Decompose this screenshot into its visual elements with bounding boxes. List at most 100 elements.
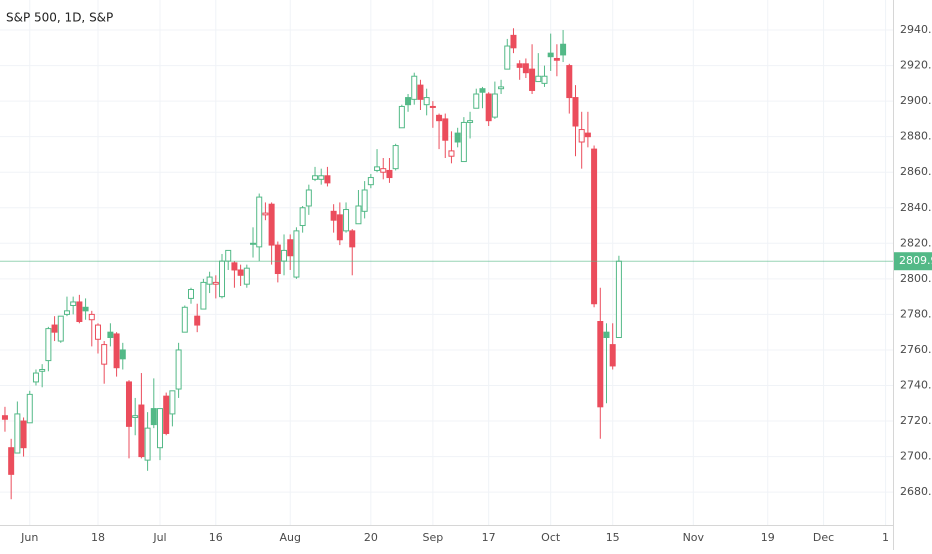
candle-body [479, 88, 486, 93]
candle-body [584, 132, 591, 138]
y-tick-label: 2860.00 [900, 165, 932, 178]
candle-body [101, 344, 108, 365]
candle-body [281, 249, 288, 262]
candle-body [256, 196, 263, 248]
x-tick-label: 18 [91, 531, 105, 544]
candle-body [206, 276, 213, 285]
candle-body [188, 289, 195, 299]
candle-body [119, 349, 126, 360]
candle-body [355, 205, 362, 225]
candle-body [405, 97, 412, 106]
candle-body [150, 408, 157, 426]
candle-body [448, 150, 455, 157]
candle-body [169, 390, 176, 415]
candle-body [423, 97, 430, 106]
candle-body [436, 114, 443, 122]
candle-body [566, 65, 573, 99]
candle-body [324, 175, 331, 184]
last-price-label: 2809.92 [899, 254, 932, 267]
x-tick-label: Oct [541, 531, 561, 544]
y-tick-label: 2900.00 [900, 94, 932, 107]
x-tick-label: 1 [882, 531, 889, 544]
candle-body [398, 105, 405, 129]
candle-body [88, 313, 95, 321]
candle-body [343, 209, 350, 232]
candle-body [485, 93, 492, 122]
candle-body [498, 86, 505, 90]
candle-body [70, 301, 77, 307]
candle-body [318, 175, 325, 180]
candle-body [299, 207, 306, 227]
y-tick-label: 2780.00 [900, 307, 932, 320]
candle-body [243, 267, 250, 285]
candle-body [367, 177, 374, 186]
y-tick-label: 2940.00 [900, 23, 932, 36]
candle-body [175, 349, 182, 390]
candle-body [442, 118, 449, 141]
candle-body [200, 281, 207, 310]
y-tick-label: 2740.00 [900, 378, 932, 391]
candle-body [541, 75, 548, 84]
candle-body [20, 420, 27, 449]
candle-body [163, 395, 170, 434]
candle-body [578, 129, 585, 143]
candle-body [454, 132, 461, 143]
candle-body [14, 413, 21, 454]
x-tick-label: 15 [606, 531, 620, 544]
candle-body [194, 315, 201, 326]
candle-body [312, 175, 319, 180]
candle-body [132, 415, 139, 418]
x-tick-label: Jul [152, 531, 166, 544]
candles [1, 28, 622, 500]
candle-body [144, 427, 151, 461]
candle-body [225, 249, 232, 262]
candle-body [156, 408, 163, 449]
candle-body [82, 306, 89, 312]
candle-body [268, 203, 275, 246]
candle-body [330, 210, 337, 221]
candle-body [429, 105, 436, 108]
candle-body [39, 368, 46, 372]
candle-body [603, 331, 610, 338]
candle-body [560, 43, 567, 56]
y-tick-label: 2820.00 [900, 236, 932, 249]
grid [0, 0, 893, 525]
x-tick-label: Jun [20, 531, 38, 544]
candle-body [57, 315, 64, 342]
candle-body [553, 57, 560, 61]
chart-title: S&P 500, 1D, S&P [6, 11, 113, 25]
candle-body [250, 242, 257, 245]
candle-body [293, 230, 300, 278]
last-price-box [894, 252, 932, 271]
candle-body [615, 260, 622, 338]
candle-body [609, 344, 616, 367]
candle-body [305, 189, 312, 207]
candle-body [361, 189, 368, 212]
y-tick-label: 2880.00 [900, 130, 932, 143]
candle-body [113, 333, 120, 369]
candle-body [231, 262, 238, 271]
candle-body [219, 260, 226, 298]
candle-body [63, 310, 70, 315]
candle-body [504, 45, 511, 70]
candle-body [374, 166, 381, 171]
candle-body [597, 321, 604, 408]
candle-body [237, 269, 244, 276]
x-tick-label: 20 [364, 531, 378, 544]
candle-body [125, 381, 132, 427]
x-tick-label: 19 [761, 531, 775, 544]
candle-body [467, 120, 474, 123]
candle-body [32, 372, 39, 383]
candle-body [386, 169, 393, 179]
y-tick-label: 2920.00 [900, 59, 932, 72]
candle-body [181, 306, 188, 333]
x-tick-label: Aug [279, 531, 300, 544]
candle-body [522, 63, 529, 74]
candle-body [380, 168, 387, 173]
y-tick-label: 2760.00 [900, 343, 932, 356]
candle-body [262, 212, 269, 216]
candle-body [274, 244, 281, 275]
y-tick-label: 2800.00 [900, 272, 932, 285]
candle-body [45, 328, 52, 362]
